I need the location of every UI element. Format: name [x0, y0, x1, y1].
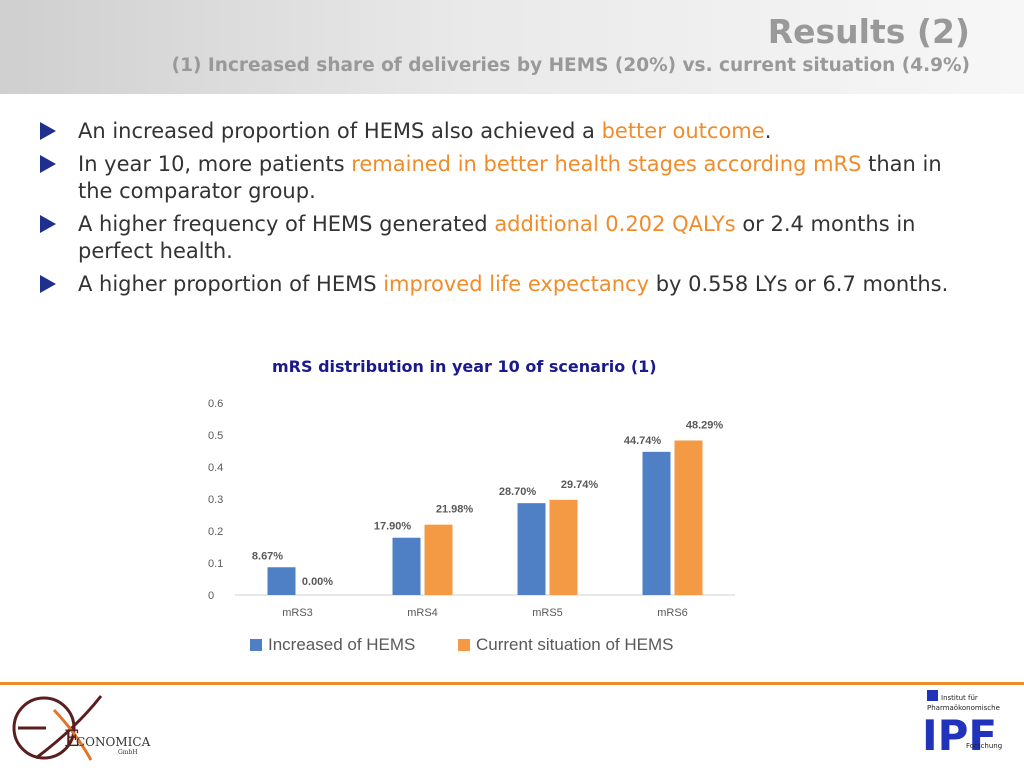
bar-mRS3-series-1 — [267, 567, 296, 595]
data-label: 44.74% — [624, 435, 662, 447]
y-tick-label: 0 — [208, 590, 214, 602]
legend-label: Current situation of HEMS — [476, 635, 673, 654]
legend-swatch — [458, 639, 470, 651]
svg-text:Pharmaökonomische: Pharmaökonomische — [927, 704, 1000, 712]
data-label: 29.74% — [561, 479, 599, 491]
y-tick-label: 0.1 — [208, 558, 223, 570]
bullet-text: An increased proportion of HEMS also ach… — [78, 119, 772, 143]
y-tick-label: 0.5 — [208, 430, 223, 442]
bullet-item: In year 10, more patients remained in be… — [40, 151, 980, 205]
bullet-arrow-icon — [40, 122, 56, 140]
bullet-arrow-icon — [40, 275, 56, 293]
data-label: 21.98% — [436, 504, 474, 516]
data-label: 0.00% — [302, 576, 333, 588]
data-label: 28.70% — [499, 486, 537, 498]
bar-mRS5-series-1 — [517, 503, 546, 595]
svg-text:CONOMICA: CONOMICA — [76, 735, 151, 749]
svg-text:IPF: IPF — [922, 711, 997, 760]
y-tick-label: 0.6 — [208, 398, 223, 410]
page-title: Results (2) — [767, 12, 970, 51]
header-bar: Results (2) (1) Increased share of deliv… — [0, 0, 1024, 94]
bullet-list: An increased proportion of HEMS also ach… — [40, 118, 980, 304]
legend-swatch — [250, 639, 262, 651]
x-tick-label: mRS5 — [532, 607, 563, 619]
svg-text:Forschung: Forschung — [966, 742, 1002, 750]
bar-mRS6-series-2 — [674, 440, 703, 595]
x-tick-label: mRS4 — [407, 607, 438, 619]
y-tick-label: 0.4 — [208, 462, 223, 474]
bullet-text: A higher proportion of HEMS improved lif… — [78, 272, 949, 296]
bullet-item: A higher frequency of HEMS generated add… — [40, 211, 980, 265]
svg-text:GmbH: GmbH — [118, 749, 138, 756]
bullet-text: A higher frequency of HEMS generated add… — [78, 212, 916, 263]
bullet-item: An increased proportion of HEMS also ach… — [40, 118, 980, 145]
bullet-item: A higher proportion of HEMS improved lif… — [40, 271, 980, 298]
svg-text:Institut für: Institut für — [941, 694, 978, 702]
y-tick-label: 0.3 — [208, 494, 223, 506]
bullet-highlight: remained in better health stages accordi… — [351, 152, 862, 176]
data-label: 48.29% — [686, 419, 724, 431]
data-label: 17.90% — [374, 521, 412, 533]
bar-mRS4-series-1 — [392, 537, 421, 595]
bullet-highlight: better outcome — [601, 119, 765, 143]
bullet-text: In year 10, more patients remained in be… — [78, 152, 942, 203]
economica-logo: E CONOMICA GmbH — [12, 695, 151, 761]
svg-text:E: E — [64, 727, 80, 752]
bar-mRS5-series-2 — [549, 499, 578, 595]
bar-mRS4-series-2 — [424, 524, 453, 595]
chart-title: mRS distribution in year 10 of scenario … — [272, 357, 657, 376]
y-tick-label: 0.2 — [208, 526, 223, 538]
ipf-logo: Institut für Pharmaökonomische IPF Forsc… — [922, 690, 1002, 760]
bullet-highlight: improved life expectancy — [383, 272, 650, 296]
footer-divider — [0, 682, 1024, 685]
bullet-highlight: additional 0.202 QALYs — [494, 212, 736, 236]
x-tick-label: mRS3 — [282, 607, 313, 619]
legend-label: Increased of HEMS — [268, 635, 415, 654]
bar-mRS6-series-1 — [642, 451, 671, 595]
data-label: 8.67% — [252, 550, 283, 562]
x-tick-label: mRS6 — [657, 607, 688, 619]
bullet-arrow-icon — [40, 155, 56, 173]
bar-chart: 0 0.1 0.2 0.3 0.4 0.5 0.6 mRS3 8.67% 0.00% mRS4 17.… — [208, 398, 735, 654]
page-subtitle: (1) Increased share of deliveries by HEM… — [171, 55, 970, 76]
bullet-arrow-icon — [40, 215, 56, 233]
